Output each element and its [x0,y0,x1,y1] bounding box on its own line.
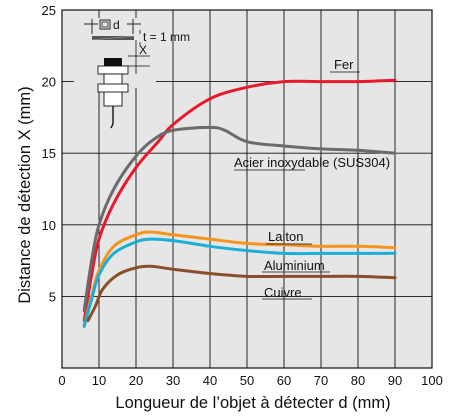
x-tick-label: 40 [203,373,217,388]
plot-frame [61,9,433,369]
x-tick-labels: 0 10 20 30 40 50 60 70 80 90 100 [58,373,442,388]
sensor-inset-diagram: d t = 1 mm X [74,18,190,129]
y-tick-label: 10 [42,218,56,233]
x-tick-label: 70 [314,373,328,388]
x-tick-label: 60 [277,373,291,388]
series-label-acier: Acier inoxydable (SUS304) [234,155,390,170]
series-labels: Fer Acier inoxydable (SUS304) Laiton Alu… [234,57,390,300]
y-tick-label: 20 [42,75,56,90]
y-tick-label: 15 [42,146,56,161]
series-label-fer: Fer [334,57,354,72]
x-axis-title: Longueur de l’objet à détecter d (mm) [115,394,390,412]
x-tick-label: 30 [166,373,180,388]
x-tick-label: 50 [240,373,254,388]
x-tick-label: 90 [388,373,402,388]
y-axis-title: Distance de détection X (mm) [16,86,34,303]
plot-border [61,9,433,369]
x-tick-label: 80 [351,373,365,388]
inset-d-label: d [113,18,120,32]
inset-t-label: t = 1 mm [143,30,190,44]
series-line-cuivre [86,264,397,323]
series-label-laiton: Laiton [268,229,303,244]
series-label-aluminium: Aluminium [264,258,325,273]
square-target-icon [99,19,111,30]
series-line-fer [82,78,397,323]
series-lines [82,78,397,328]
x-tick-label: 100 [421,373,443,388]
proximity-sensor-icon [97,58,129,129]
series-line-laiton [82,230,397,327]
series-line-acier-inoxydable-sus304 [82,125,397,313]
y-tick-label: 25 [42,3,56,18]
inset-x-label: X [139,43,147,57]
series-line-aluminium [82,237,397,328]
y-tick-labels: 5 10 15 20 25 [42,3,56,304]
series-label-cuivre: Cuivre [264,285,302,300]
y-tick-label: 5 [49,289,56,304]
grid-lines [62,10,432,368]
x-tick-label: 10 [92,373,106,388]
x-tick-label: 0 [58,373,65,388]
x-tick-label: 20 [129,373,143,388]
